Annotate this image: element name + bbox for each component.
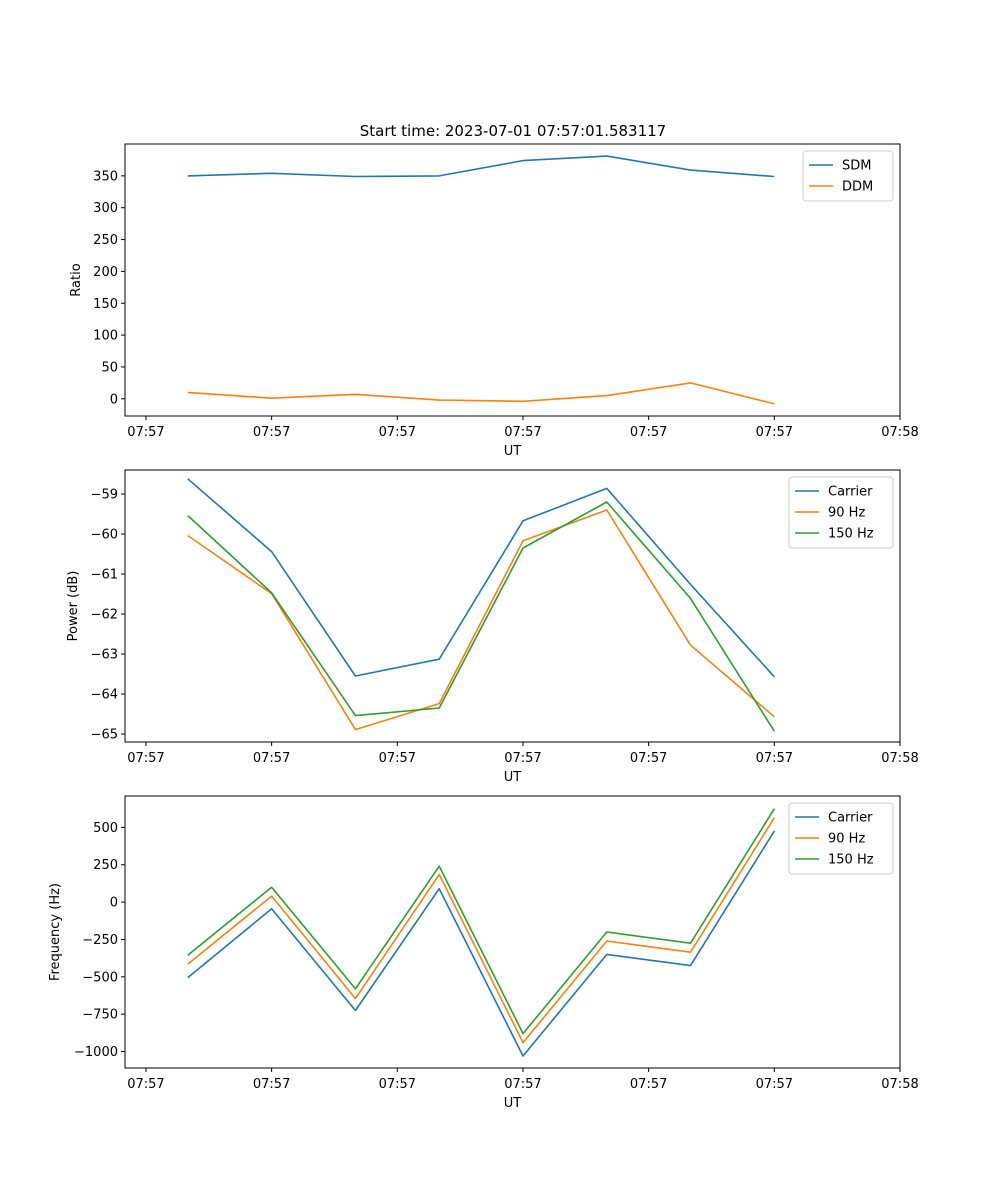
y-tick-label: 100 [93, 329, 118, 344]
legend-label: 150 Hz [828, 853, 874, 868]
y-tick-label: 350 [93, 169, 118, 184]
legend: Carrier 90 Hz 150 Hz [788, 802, 894, 875]
y-tick-label: −250 [82, 933, 118, 948]
y-tick-label: −59 [91, 488, 118, 503]
y-tick-label: −61 [91, 568, 118, 583]
series-line-ddm [187, 382, 775, 405]
x-tick-label: 07:57 [379, 425, 416, 440]
x-tick-label: 07:57 [127, 1077, 164, 1092]
y-tick-label: −60 [91, 528, 118, 543]
x-tick-label: 07:57 [756, 751, 793, 766]
series-line-carrier [187, 830, 775, 1057]
y-tick-label: −64 [91, 688, 118, 703]
series-line-150-hz [187, 501, 775, 732]
y-tick-label: 500 [93, 821, 118, 836]
legend-label: DDM [842, 180, 873, 195]
ratio-chart: 0 50 100 150 200 250 300 350 07:57 07:57 07:57 07:5… [69, 143, 919, 459]
axes-frame [124, 795, 901, 1069]
legend-label: 150 Hz [828, 527, 874, 542]
x-tick-label: 07:57 [630, 751, 667, 766]
x-tick-label: 07:57 [127, 751, 164, 766]
x-tick-label: 07:57 [379, 1077, 416, 1092]
x-tick-label: 07:57 [253, 1077, 290, 1092]
axes-frame [124, 469, 901, 743]
x-tick-label: 07:57 [756, 1077, 793, 1092]
x-axis-label: UT [504, 1096, 522, 1111]
y-axis-label: Ratio [69, 263, 84, 296]
legend-box [788, 802, 894, 875]
y-tick-label: −750 [82, 1008, 118, 1023]
x-tick-label: 07:57 [630, 1077, 667, 1092]
y-tick-label: 200 [93, 265, 118, 280]
y-axis-label: Frequency (Hz) [48, 883, 63, 981]
y-tick-label: 250 [93, 233, 118, 248]
y-tick-label: −1000 [74, 1045, 118, 1060]
legend: Carrier 90 Hz 150 Hz [788, 476, 894, 549]
y-tick-label: 250 [93, 858, 118, 873]
x-axis-label: UT [504, 770, 522, 785]
series-line-150-hz [187, 808, 775, 1035]
y-tick-label: 300 [93, 201, 118, 216]
x-tick-label: 07:58 [881, 425, 918, 440]
x-axis-label: UT [504, 444, 522, 459]
x-tick-label: 07:57 [253, 751, 290, 766]
legend-box [802, 150, 894, 202]
legend-box [788, 476, 894, 549]
x-tick-label: 07:57 [504, 1077, 541, 1092]
axes-frame [124, 143, 901, 417]
y-tick-label: −63 [91, 648, 118, 663]
x-tick-label: 07:57 [630, 425, 667, 440]
y-tick-label: 0 [110, 392, 118, 407]
y-tick-label: −65 [91, 728, 118, 743]
y-tick-label: 50 [101, 360, 118, 375]
x-tick-label: 07:57 [756, 425, 793, 440]
y-axis-label: Power (dB) [66, 571, 81, 642]
legend-label: SDM [842, 159, 871, 174]
x-tick-label: 07:58 [881, 751, 918, 766]
y-tick-label: 150 [93, 297, 118, 312]
legend-label: Carrier [828, 811, 873, 826]
y-tick-label: −62 [91, 608, 118, 623]
legend-label: 90 Hz [828, 832, 865, 847]
y-tick-label: −500 [82, 970, 118, 985]
x-tick-label: 07:58 [881, 1077, 918, 1092]
series-line-sdm [187, 155, 775, 178]
series-line-90-hz [187, 509, 775, 731]
series-line-carrier [187, 478, 775, 678]
series-line-90-hz [187, 817, 775, 1044]
frequency-chart: −1000 −750 −500 −250 0 250 500 07:57 07:57 07:57 0… [48, 795, 919, 1111]
legend-label: 90 Hz [828, 506, 865, 521]
figure-title: Start time: 2023-07-01 07:57:01.583117 [360, 122, 666, 140]
x-tick-label: 07:57 [504, 751, 541, 766]
legend: SDM DDM [802, 150, 894, 202]
power-chart: −65 −64 −63 −62 −61 −60 −59 07:57 07:57 07:57 07:5… [66, 469, 919, 785]
x-tick-label: 07:57 [253, 425, 290, 440]
x-tick-label: 07:57 [127, 425, 164, 440]
x-tick-label: 07:57 [379, 751, 416, 766]
legend-label: Carrier [828, 485, 873, 500]
y-tick-label: 0 [110, 896, 118, 911]
x-tick-label: 07:57 [504, 425, 541, 440]
